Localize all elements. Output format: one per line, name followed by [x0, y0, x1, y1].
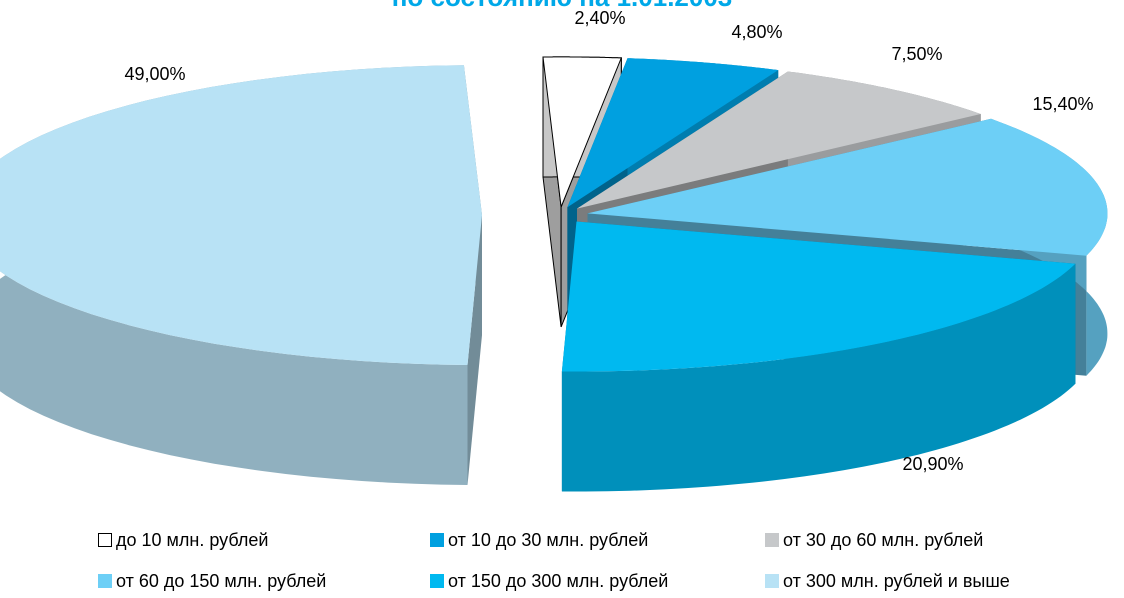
legend-item: от 30 до 60 млн. рублей	[765, 528, 983, 552]
chart-legend: до 10 млн. рублей от 10 до 30 млн. рубле…	[0, 528, 1124, 598]
legend-swatch	[430, 574, 444, 588]
data-label: 20,90%	[902, 454, 963, 474]
legend-label: от 150 до 300 млн. рублей	[448, 571, 668, 591]
legend-swatch	[98, 574, 112, 588]
legend-swatch	[430, 533, 444, 547]
data-label: 2,40%	[574, 8, 625, 28]
pie-slice	[0, 65, 482, 485]
legend-label: до 10 млн. рублей	[116, 530, 268, 550]
legend-item: от 60 до 150 млн. рублей	[98, 569, 326, 593]
legend-label: от 60 до 150 млн. рублей	[116, 571, 326, 591]
legend-item: до 10 млн. рублей	[98, 528, 268, 552]
legend-label: от 10 до 30 млн. рублей	[448, 530, 648, 550]
data-label: 49,00%	[124, 64, 185, 84]
legend-label: от 300 млн. рублей и выше	[783, 571, 1010, 591]
legend-item: от 300 млн. рублей и выше	[765, 569, 1010, 593]
legend-swatch	[765, 533, 779, 547]
data-label: 15,40%	[1032, 94, 1093, 114]
legend-item: от 150 до 300 млн. рублей	[430, 569, 668, 593]
data-label: 7,50%	[891, 44, 942, 64]
legend-label: от 30 до 60 млн. рублей	[783, 530, 983, 550]
pie-slice	[562, 222, 1076, 492]
data-label: 4,80%	[731, 22, 782, 42]
legend-swatch	[765, 574, 779, 588]
legend-item: от 10 до 30 млн. рублей	[430, 528, 648, 552]
legend-swatch	[98, 533, 112, 547]
